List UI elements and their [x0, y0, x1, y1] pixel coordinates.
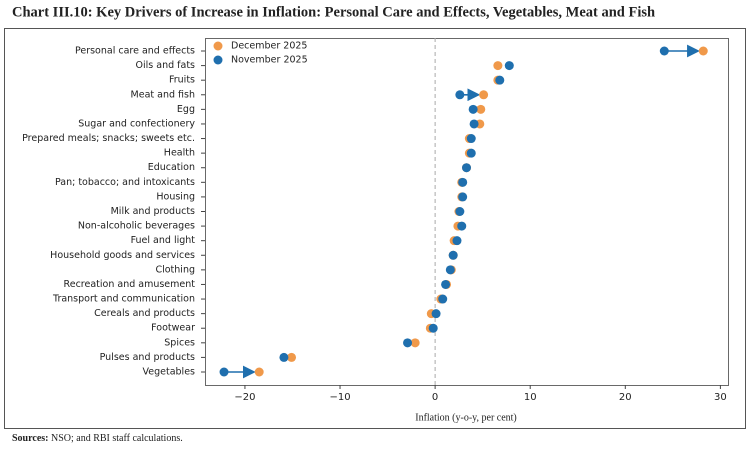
y-tick-label: Clothing: [155, 264, 195, 275]
legend-label: November 2025: [231, 55, 308, 66]
y-tick-label: Vegetables: [143, 367, 196, 378]
dot-november: [462, 163, 471, 173]
x-tick-label: −10: [329, 392, 350, 403]
dot-november: [403, 338, 413, 348]
dot-november: [466, 134, 476, 144]
dot-december: [287, 352, 297, 362]
dot-november: [466, 148, 476, 158]
dot-december: [479, 90, 489, 100]
source-text: NSO; and RBI staff calculations.: [51, 433, 183, 444]
x-tick-label: 0: [432, 392, 438, 403]
x-tick-label: 30: [714, 392, 727, 403]
chart-frame: [4, 28, 746, 429]
dot-november: [438, 294, 448, 304]
y-tick-label: Meat and fish: [131, 89, 195, 100]
dot-december: [410, 338, 420, 348]
dot-november: [448, 250, 458, 260]
dot-november: [458, 192, 468, 202]
y-tick-label: Spices: [164, 337, 195, 348]
dot-november: [495, 75, 505, 85]
y-tick-label: Non-alcoholic beverages: [78, 221, 195, 232]
y-tick-label: Education: [148, 162, 195, 173]
dot-november: [458, 177, 468, 187]
chart-title: Chart III.10: Key Drivers of Increase in…: [12, 4, 655, 20]
dot-december: [476, 104, 486, 114]
plot-frame: [205, 38, 729, 386]
dot-november: [431, 309, 441, 319]
dot-november: [455, 90, 465, 100]
y-tick-label: Cereals and products: [94, 308, 195, 319]
y-tick-label: Milk and products: [111, 206, 195, 217]
dot-november: [441, 279, 451, 289]
source: Sources: NSO; and RBI staff calculations…: [12, 433, 183, 444]
dot-november: [455, 207, 465, 216]
y-tick-label: Housing: [156, 191, 195, 202]
x-tick-label: 20: [619, 392, 632, 403]
y-tick-label: Egg: [177, 104, 195, 115]
y-tick-label: Pulses and products: [100, 352, 195, 363]
y-tick-label: Sugar and confectionery: [78, 118, 195, 129]
dot-november: [457, 221, 467, 231]
dot-november: [452, 236, 462, 246]
dot-november: [279, 352, 289, 362]
y-tick-label: Recreation and amusement: [64, 279, 196, 290]
dot-november: [504, 61, 514, 71]
y-tick-label: Health: [164, 148, 195, 159]
dot-november: [219, 367, 229, 377]
dot-november: [445, 265, 455, 275]
y-tick-label: Oils and fats: [136, 60, 196, 71]
y-tick-label: Fuel and light: [131, 235, 196, 246]
x-tick-label: −20: [234, 392, 255, 403]
dot-november: [428, 323, 438, 333]
y-tick-label: Pan; tobacco; and intoxicants: [55, 177, 195, 188]
dot-november: [468, 104, 478, 114]
dot-november: [659, 46, 669, 56]
x-tick-label: 10: [524, 392, 537, 403]
legend-label: December 2025: [231, 41, 307, 52]
y-tick-label: Fruits: [169, 75, 195, 86]
y-tick-label: Transport and communication: [52, 294, 195, 305]
dot-december: [698, 46, 708, 56]
y-tick-label: Footwear: [151, 323, 195, 334]
y-tick-label: Prepared meals; snacks; sweets etc.: [22, 133, 195, 144]
dot-december: [254, 367, 264, 377]
y-tick-label: Personal care and effects: [75, 46, 195, 57]
source-label: Sources:: [12, 433, 48, 444]
legend-marker: [213, 41, 223, 51]
dot-november: [469, 119, 479, 129]
dot-december: [493, 61, 503, 71]
x-axis-label: Inflation (y-o-y, per cent): [415, 412, 517, 423]
y-tick-label: Household goods and services: [50, 250, 195, 261]
legend-marker: [213, 55, 223, 65]
